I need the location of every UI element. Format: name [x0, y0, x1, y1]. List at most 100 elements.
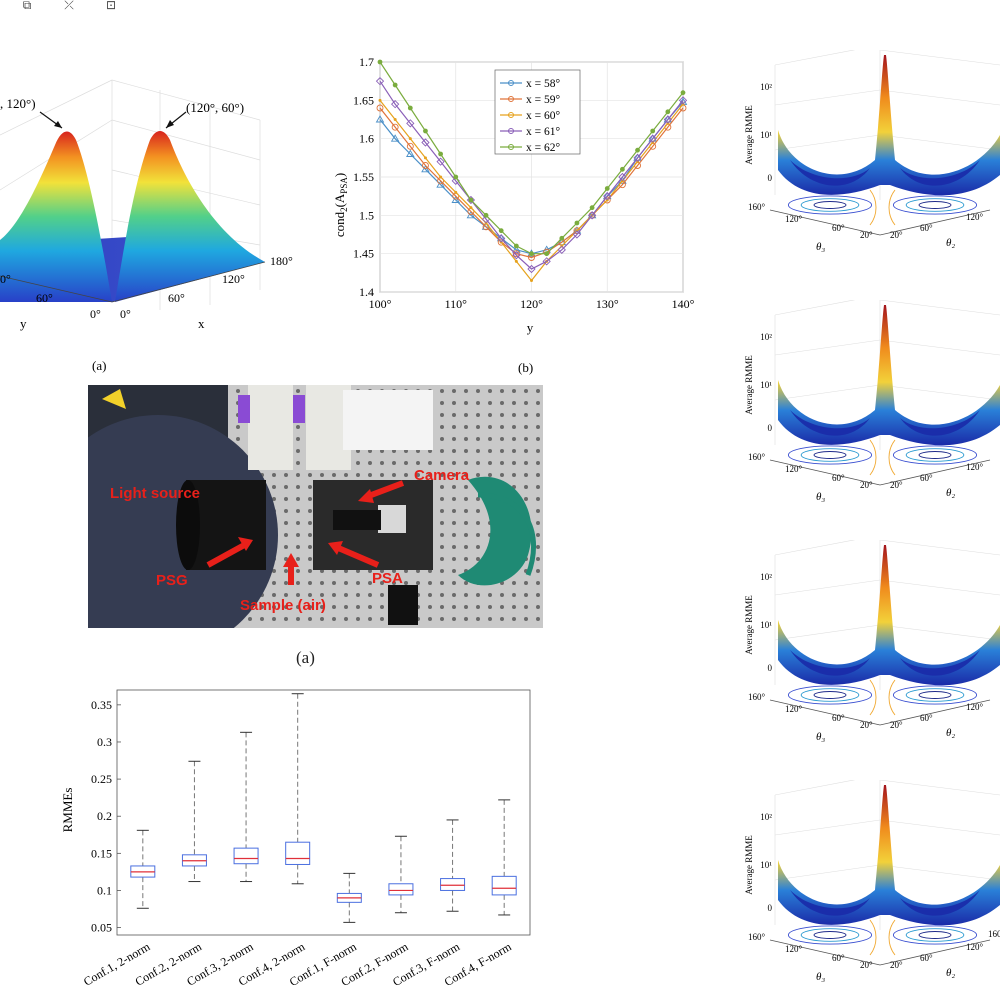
x-tick-0: 0°: [120, 307, 131, 321]
rmme-axis-right: [879, 699, 991, 726]
x-tick-3: 180°: [270, 254, 293, 268]
box-y-tick-label: 0.35: [91, 698, 112, 712]
rmme-theta-left: θ₃: [816, 731, 825, 743]
rmme-right-tick: 160: [988, 929, 1000, 939]
rmme-z-tick: 10²: [760, 812, 772, 822]
data-point: [557, 245, 566, 254]
box-series: [130, 693, 517, 923]
data-point: [466, 210, 476, 219]
rmme-contours: [787, 679, 978, 716]
data-point: [603, 192, 612, 201]
tick-labels: 100° 110° 120° 130° 140° 1.4 1.45 1.5 1.55 1.6 1.6…: [353, 55, 695, 311]
rmme-theta-right: θ₂: [946, 237, 955, 249]
rmme-left-tick: 160°: [748, 452, 766, 462]
surface-caption: (a): [92, 358, 106, 373]
data-point: [392, 82, 398, 88]
data-point: [378, 98, 382, 102]
rmme-valley-right: [900, 410, 980, 436]
rmme-right-tick: 120°: [966, 462, 984, 472]
data-point: [436, 157, 445, 166]
data-point: [648, 134, 657, 143]
data-point: [451, 195, 461, 203]
rmme-valley-left: [790, 650, 870, 676]
rmme-right-tick: 20°: [890, 960, 903, 970]
y-tick-2: 0°: [90, 307, 101, 321]
setup-photo: Light source Camera PSG PSA Sample (air): [88, 385, 543, 628]
data-point: [559, 235, 565, 241]
rmme-right-tick: 60°: [920, 223, 933, 233]
data-point: [391, 100, 400, 109]
data-point: [421, 138, 430, 147]
rmme-valley-left: [790, 160, 870, 186]
rmme-axis-left: [769, 939, 881, 966]
x-tick-2: 120°: [222, 272, 245, 286]
rmme-z-tick: 10²: [760, 332, 772, 342]
y-tick-label: 1.5: [359, 208, 374, 222]
legend-label: x = 58°: [526, 78, 560, 90]
rmme-z-tick: 0: [768, 423, 773, 433]
expand-icon[interactable]: ⊡: [105, 0, 117, 12]
rmme-left-tick: 20°: [860, 720, 873, 730]
data-point: [512, 251, 521, 260]
data-point: [663, 115, 672, 124]
box: [440, 878, 466, 891]
surface-y-label: y: [20, 316, 27, 331]
box-y-tick-label: 0.1: [97, 883, 112, 897]
data-point: [454, 190, 458, 194]
legend-marker: [508, 80, 514, 86]
rmme-panel: Average RMME 10² 10¹ 0 160° 120° 60° 20° 20° 60° 1…: [744, 50, 1000, 253]
data-point: [423, 156, 427, 160]
data-point: [407, 105, 413, 111]
rmme-valley-right: [900, 890, 980, 916]
legend-marker: [508, 128, 514, 134]
rmme-axis-right: [879, 939, 991, 966]
data-point: [498, 228, 504, 234]
y-tick-label: 1.45: [353, 247, 374, 261]
box: [285, 841, 311, 865]
white-panel: [343, 390, 433, 450]
arrow-left-head: [54, 121, 62, 128]
arrow-psg: [206, 540, 250, 568]
rmme-z-tick: 10²: [760, 82, 772, 92]
data-point: [650, 128, 656, 134]
mount-post: [388, 585, 418, 625]
data-point: [406, 142, 414, 150]
data-point: [393, 118, 397, 121]
rmme-surface: [778, 545, 1000, 686]
data-point: [481, 222, 491, 230]
rmme-left-tick: 120°: [785, 944, 803, 954]
series-line: [379, 80, 684, 270]
psg-mount: [248, 385, 293, 470]
rmme-right-tick: 60°: [920, 473, 933, 483]
surface-axes: [0, 261, 266, 303]
data-point: [406, 119, 415, 128]
y-tick-label: 1.6: [359, 132, 374, 146]
data-point: [436, 180, 445, 188]
arrow-sample-head: [283, 553, 299, 567]
data-point: [439, 175, 443, 179]
rmme-right-tick: 120°: [966, 212, 984, 222]
arrow-camera: [364, 480, 405, 500]
rmme-theta-right: θ₂: [946, 967, 955, 979]
x-tick-label: 140°: [672, 297, 695, 311]
rmme-left-tick: 160°: [748, 692, 766, 702]
rmme-left-tick: 160°: [748, 202, 766, 212]
box: [491, 875, 517, 896]
data-point: [618, 176, 627, 184]
legend-label: x = 60°: [526, 110, 560, 122]
x-tick-label: 100°: [369, 297, 392, 311]
box-y-tick-label: 0.2: [97, 809, 112, 823]
rmme-axis-left: [769, 209, 881, 236]
split-icon[interactable]: ⤫: [64, 0, 74, 12]
y-tick-label: 1.55: [353, 170, 374, 184]
data-point: [512, 250, 520, 258]
copy-icon[interactable]: ⧉: [22, 0, 32, 12]
box-y-label: RMMEs: [60, 788, 75, 833]
data-point: [678, 96, 688, 105]
rmme-surface: [778, 305, 1000, 446]
psg-lens: [176, 480, 200, 570]
legend-marker: [508, 144, 514, 150]
data-point: [604, 186, 610, 191]
data-point: [376, 104, 384, 112]
rmme-z-tick: 0: [768, 173, 773, 183]
